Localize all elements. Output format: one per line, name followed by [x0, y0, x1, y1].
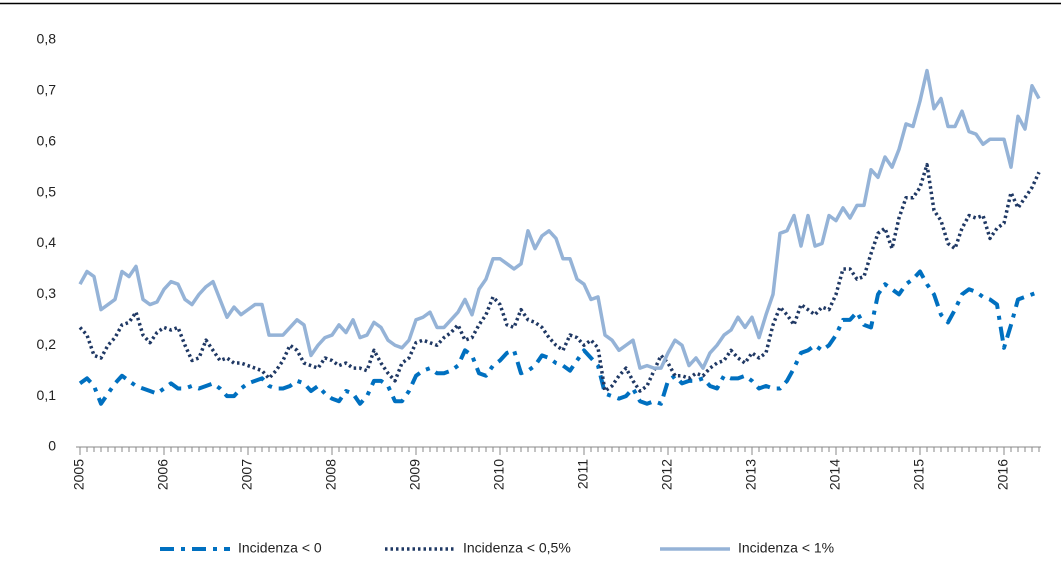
x-tick-label: 2008 [323, 459, 339, 490]
legend-label: Incidenza < 0,5% [463, 540, 571, 556]
x-tick-label: 2014 [827, 459, 843, 490]
x-tick-label: 2015 [911, 459, 927, 490]
y-tick-label: 0,7 [37, 82, 57, 98]
y-tick-label: 0,3 [37, 285, 57, 301]
series-line [78, 269, 1040, 406]
y-tick-label: 0,6 [37, 132, 57, 148]
y-tick-label: 0,5 [37, 183, 57, 199]
x-tick-label: 2016 [995, 459, 1011, 490]
x-tick-label: 2009 [407, 459, 423, 490]
series-line [78, 162, 1041, 393]
y-tick-label: 0,2 [37, 336, 57, 352]
legend-label: Incidenza < 0 [238, 540, 322, 556]
x-tick-label: 2005 [71, 459, 87, 490]
y-tick-label: 0,8 [37, 31, 57, 47]
series-line [78, 68, 1041, 370]
x-tick-label: 2013 [743, 459, 759, 490]
y-tick-label: 0 [48, 438, 56, 454]
x-tick-label: 2007 [239, 459, 255, 490]
legend-label: Incidenza < 1% [738, 540, 834, 556]
x-tick-label: 2010 [491, 459, 507, 490]
y-tick-label: 0,1 [37, 387, 57, 403]
x-tick-label: 2011 [575, 459, 591, 489]
x-tick-label: 2006 [155, 459, 171, 490]
x-tick-label: 2012 [659, 459, 675, 490]
y-tick-label: 0,4 [37, 234, 57, 250]
